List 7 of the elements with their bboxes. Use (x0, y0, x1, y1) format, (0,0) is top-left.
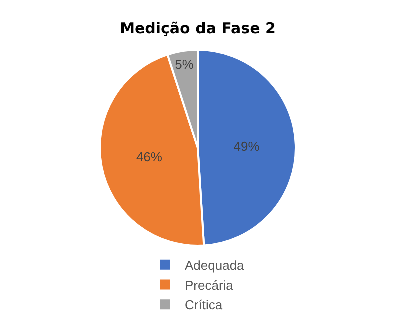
data-label: 46% (136, 150, 163, 165)
legend-label: Crítica (185, 298, 224, 313)
legend-label: Precária (185, 278, 234, 293)
data-label: 5% (175, 56, 194, 72)
legend-label: Adequada (185, 258, 246, 273)
chart-title: Medição da Fase 2 (120, 20, 276, 38)
data-label: 49% (234, 138, 260, 154)
